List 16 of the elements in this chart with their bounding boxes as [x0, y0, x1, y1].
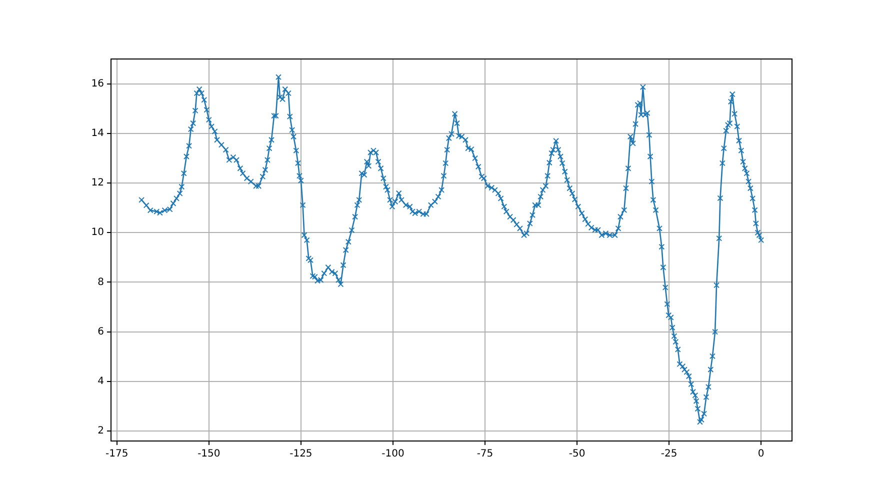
y-tick-label: 16: [91, 78, 104, 90]
x-tick-label: -175: [106, 448, 128, 460]
y-tick-label: 4: [98, 376, 104, 388]
y-tick-label: 14: [91, 128, 104, 140]
y-tick-label: 8: [98, 276, 104, 288]
x-tick-label: -50: [568, 448, 586, 460]
x-tick-label: 0: [758, 448, 764, 460]
y-tick-label: 2: [98, 426, 104, 437]
y-tick-label: 12: [91, 178, 104, 189]
y-tick-label: 6: [98, 326, 104, 338]
y-tick-label: 10: [91, 227, 104, 238]
x-tick-label: -100: [382, 448, 404, 460]
x-tick-label: -150: [198, 448, 220, 460]
x-tick-label: -75: [476, 448, 494, 460]
x-tick-label: -25: [660, 448, 678, 460]
x-tick-label: -125: [290, 448, 312, 460]
